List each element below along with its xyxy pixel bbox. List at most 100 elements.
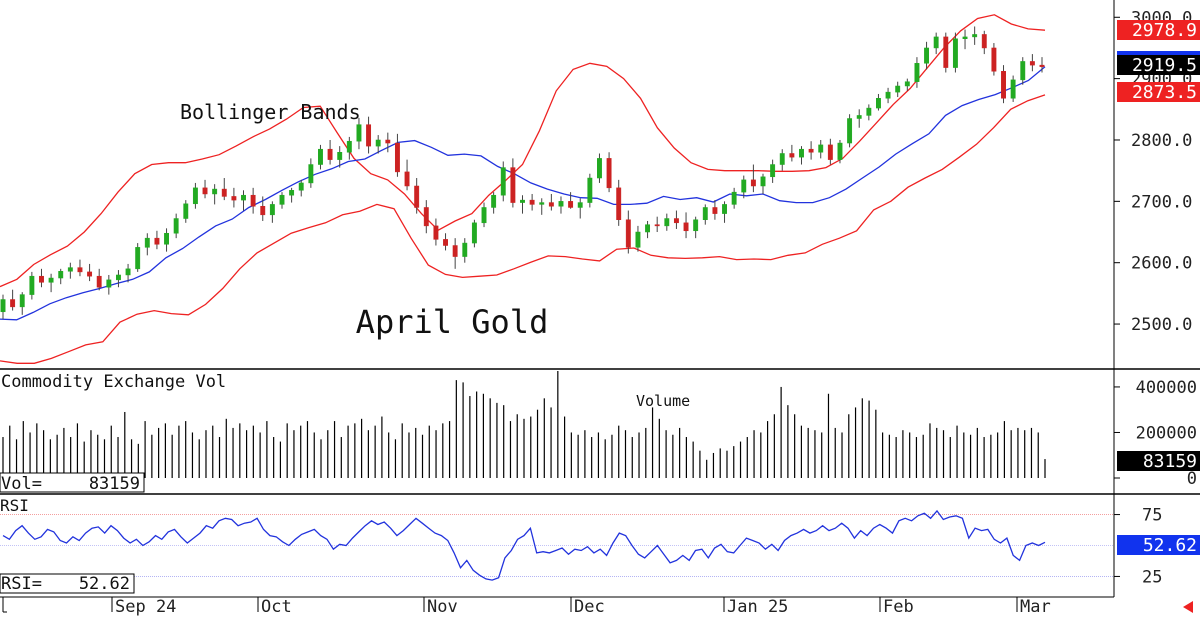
candle-body (818, 144, 824, 153)
candle-body (394, 142, 400, 173)
candle (558, 196, 564, 214)
candle (250, 187, 256, 214)
price-panel (0, 14, 1046, 364)
candle (760, 173, 766, 194)
volume-badge: 83159 (1117, 451, 1200, 472)
candle (779, 149, 785, 171)
candle-body (135, 247, 141, 270)
candle (568, 192, 574, 209)
candle-body (1001, 71, 1006, 99)
price-tick-label: 2600.0 (1131, 254, 1192, 274)
candle (847, 114, 853, 148)
candle-body (337, 152, 343, 160)
candle-body (67, 267, 73, 272)
candle-body (597, 158, 602, 179)
x-tick-label: Dec (574, 597, 605, 617)
candle (981, 30, 987, 55)
volume-tick-label: 400000 (1136, 378, 1197, 398)
candle (337, 146, 343, 168)
candle (1039, 57, 1045, 73)
price-marker-badge: 2919.5 (1117, 55, 1200, 76)
candle (67, 262, 73, 279)
candle-body (702, 207, 708, 220)
candle (414, 178, 420, 214)
candle (423, 200, 429, 234)
candle (154, 230, 160, 250)
candle (837, 139, 843, 164)
candle (115, 270, 121, 288)
candle-body (856, 115, 862, 119)
candle-body (183, 203, 189, 219)
rsi-readout-label: RSI= (1, 574, 42, 594)
candle-body (895, 85, 901, 93)
candle (924, 41, 930, 70)
candle (491, 192, 497, 214)
candle (799, 146, 804, 165)
price-marker-bg (1117, 82, 1200, 102)
candle (318, 144, 323, 170)
candle-body (750, 179, 756, 187)
candle (308, 158, 314, 188)
candle (58, 268, 64, 285)
rsi-tick-label: 25 (1142, 567, 1162, 587)
candle-body (577, 202, 583, 208)
price-marker-label: 2919.5 (1132, 55, 1197, 76)
scroll-right-arrow[interactable] (1183, 601, 1193, 613)
candle-body (799, 148, 804, 158)
candle-body (933, 36, 939, 49)
candle (1020, 57, 1026, 85)
x-tick-label: Feb (883, 597, 914, 617)
candle (876, 93, 881, 111)
candle-body (587, 177, 593, 203)
chart-title: April Gold (356, 303, 549, 341)
candle-body (847, 118, 853, 144)
candle-body (770, 164, 776, 178)
candle-body (289, 190, 295, 196)
candle-body (250, 194, 256, 207)
candle-body (385, 139, 391, 144)
candle (0, 294, 6, 320)
price-marker-bg (1117, 55, 1200, 75)
candle (808, 141, 814, 160)
candle (289, 187, 295, 203)
candle-body (471, 222, 477, 244)
candle-body (19, 294, 25, 308)
candle (106, 274, 112, 295)
candle (19, 292, 25, 315)
candle-body (683, 222, 689, 232)
candle-body (548, 202, 554, 207)
candle (770, 159, 776, 183)
candle (39, 268, 44, 288)
price-marker-badge: 2873.5 (1117, 82, 1200, 103)
candle-body (779, 153, 785, 165)
volume-badge-label: 83159 (1143, 451, 1197, 472)
candle-body (722, 204, 727, 214)
candle (87, 263, 93, 282)
candle-body (308, 164, 314, 184)
candle-body (962, 36, 968, 39)
candle-body (433, 225, 439, 240)
candle (904, 78, 910, 91)
candle (346, 136, 352, 160)
volume-series-label: Volume (636, 392, 690, 410)
candle (144, 233, 150, 256)
candle-body (29, 275, 35, 295)
candle (750, 164, 756, 193)
candle (202, 179, 208, 199)
candle-body (106, 279, 112, 288)
candle (385, 132, 391, 153)
candle (298, 179, 304, 197)
candle-body (327, 148, 333, 160)
candle-body (635, 231, 641, 248)
candle-body (1020, 61, 1026, 81)
candle (866, 104, 872, 121)
candle (375, 135, 381, 154)
candle-body (414, 185, 420, 208)
candle-body (260, 205, 266, 216)
candle-body (221, 188, 227, 197)
volume-tick-label: 200000 (1136, 423, 1197, 443)
candle (606, 152, 612, 193)
x-tick-label: Jan 25 (727, 597, 788, 617)
candle-body (48, 277, 54, 283)
rsi-badge-label: 52.62 (1143, 535, 1197, 556)
